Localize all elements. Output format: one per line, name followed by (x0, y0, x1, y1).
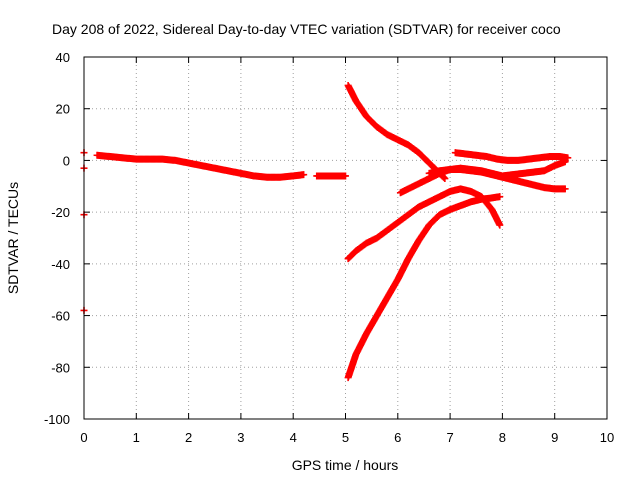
series-arc-4 (344, 193, 504, 382)
data-point (564, 154, 572, 162)
data-point (496, 221, 504, 229)
data-point (561, 185, 569, 193)
y-tick-label: 40 (56, 50, 70, 65)
y-tick-label: -20 (51, 205, 70, 220)
grid (84, 57, 607, 419)
y-tick-label: 20 (56, 102, 70, 117)
x-axis-label: GPS time / hours (292, 457, 399, 473)
series-arc-2 (313, 172, 349, 180)
data-point (441, 175, 449, 183)
data-point (440, 174, 448, 182)
data-series (80, 81, 572, 382)
x-tick-label: 0 (80, 430, 87, 445)
chart-title: Day 208 of 2022, Sidereal Day-to-day VTE… (52, 21, 561, 37)
x-tick-label: 10 (600, 430, 614, 445)
axis-ticks: 0 1 2 3 4 5 6 7 8 9 10 -100 -80 -60 -40 -20 0 20 40 (44, 50, 614, 445)
y-tick-label: -60 (51, 309, 70, 324)
y-tick-label: -100 (44, 412, 70, 427)
x-tick-label: 4 (290, 430, 297, 445)
y-tick-label: 0 (63, 153, 70, 168)
series-arc-7 (451, 149, 572, 164)
x-tick-label: 8 (499, 430, 506, 445)
y-axis-label: SDTVAR / TECUs (5, 182, 21, 294)
series-arc-3 (344, 81, 449, 183)
x-tick-label: 7 (446, 430, 453, 445)
x-tick-label: 3 (237, 430, 244, 445)
x-tick-label: 9 (551, 430, 558, 445)
data-point (496, 193, 504, 201)
series-arc-8 (425, 165, 569, 193)
x-tick-label: 2 (185, 430, 192, 445)
series-arc-5 (344, 185, 504, 263)
x-tick-label: 5 (342, 430, 349, 445)
y-tick-label: -80 (51, 360, 70, 375)
x-tick-label: 1 (133, 430, 140, 445)
x-tick-label: 6 (394, 430, 401, 445)
y-tick-label: -40 (51, 257, 70, 272)
data-point (342, 172, 349, 180)
series-arc-1 (93, 151, 308, 181)
data-point (300, 171, 308, 179)
